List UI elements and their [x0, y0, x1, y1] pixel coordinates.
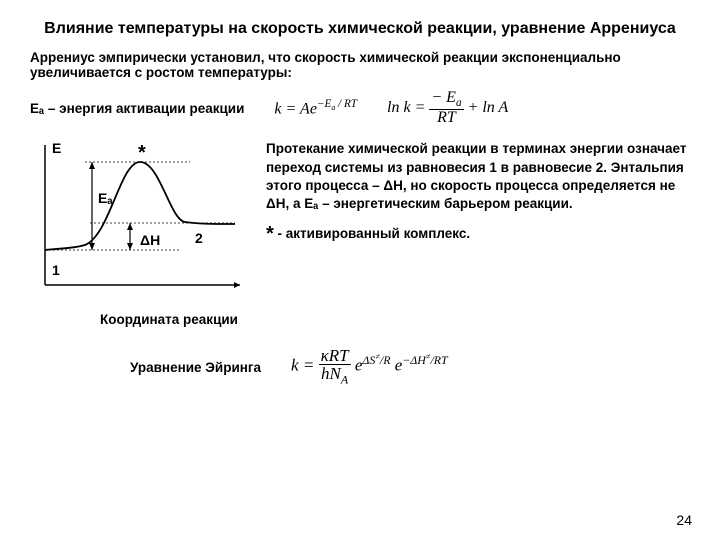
- star-icon: *: [266, 223, 274, 245]
- arrhenius-eq: k = Ae−Ea / RT: [274, 98, 357, 118]
- eyring-eq: k = κRThNA eΔS≠/R e−ΔH≠/RT: [291, 347, 448, 386]
- arrhenius-ln-eq: ln k = − EaRT + ln A: [387, 90, 508, 126]
- activation-label: Eₐ – энергия активации реакции: [30, 101, 244, 116]
- intro-text: Аррениус эмпирически установил, что скор…: [30, 50, 690, 80]
- level1-label: 1: [52, 262, 60, 278]
- dh-label: ΔH: [140, 232, 160, 248]
- eyring-row: Уравнение Эйринга k = κRThNA eΔS≠/R e−ΔH…: [130, 347, 690, 386]
- page-title: Влияние температуры на скорость химическ…: [30, 20, 690, 38]
- ea-label: Eₐ: [98, 190, 113, 206]
- level2-label: 2: [195, 230, 203, 246]
- page-number: 24: [676, 512, 692, 528]
- description-text: Протекание химической реакции в терминах…: [266, 140, 690, 213]
- e-axis-label: E: [52, 140, 61, 156]
- equation-row: Eₐ – энергия активации реакции k = Ae−Ea…: [30, 90, 690, 126]
- eyring-label: Уравнение Эйринга: [130, 360, 261, 375]
- energy-diagram: E * Eₐ ΔH 2 1: [30, 140, 250, 310]
- x-axis-label: Координата реакции: [100, 312, 690, 327]
- star-note: * - активированный комплекс.: [266, 223, 690, 246]
- star-marker: *: [138, 142, 146, 165]
